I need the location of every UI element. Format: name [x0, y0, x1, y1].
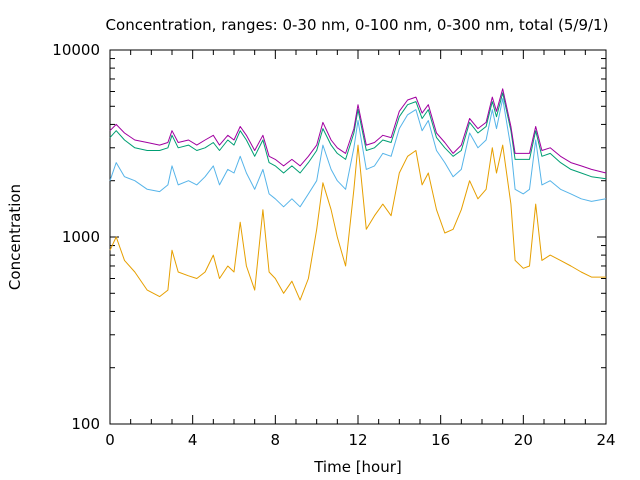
x-tick-label: 16	[431, 431, 450, 449]
y-tick-label: 1000	[62, 228, 100, 246]
x-tick-label: 0	[105, 431, 115, 449]
y-axis-label: Concentration	[6, 184, 24, 290]
x-tick-label: 20	[514, 431, 533, 449]
x-tick-label: 12	[348, 431, 367, 449]
series-line	[109, 88, 607, 174]
chart-title: Concentration, ranges: 0-30 nm, 0-100 nm…	[106, 16, 609, 34]
series-line	[109, 144, 606, 301]
series-group	[109, 88, 607, 301]
series-line	[109, 98, 607, 208]
x-tick-label: 4	[188, 431, 198, 449]
axis-ticks	[109, 50, 607, 425]
y-tick-label: 10000	[52, 41, 100, 59]
x-axis-label: Time [hour]	[313, 458, 402, 476]
series-line	[109, 92, 607, 180]
x-tick-label: 24	[596, 431, 615, 449]
y-tick-label: 100	[71, 415, 100, 433]
y-tick-labels: 100 1000 10000	[52, 41, 100, 433]
x-tick-labels: 0 4 8 12 16 20 24	[105, 431, 615, 449]
x-tick-label: 8	[271, 431, 281, 449]
